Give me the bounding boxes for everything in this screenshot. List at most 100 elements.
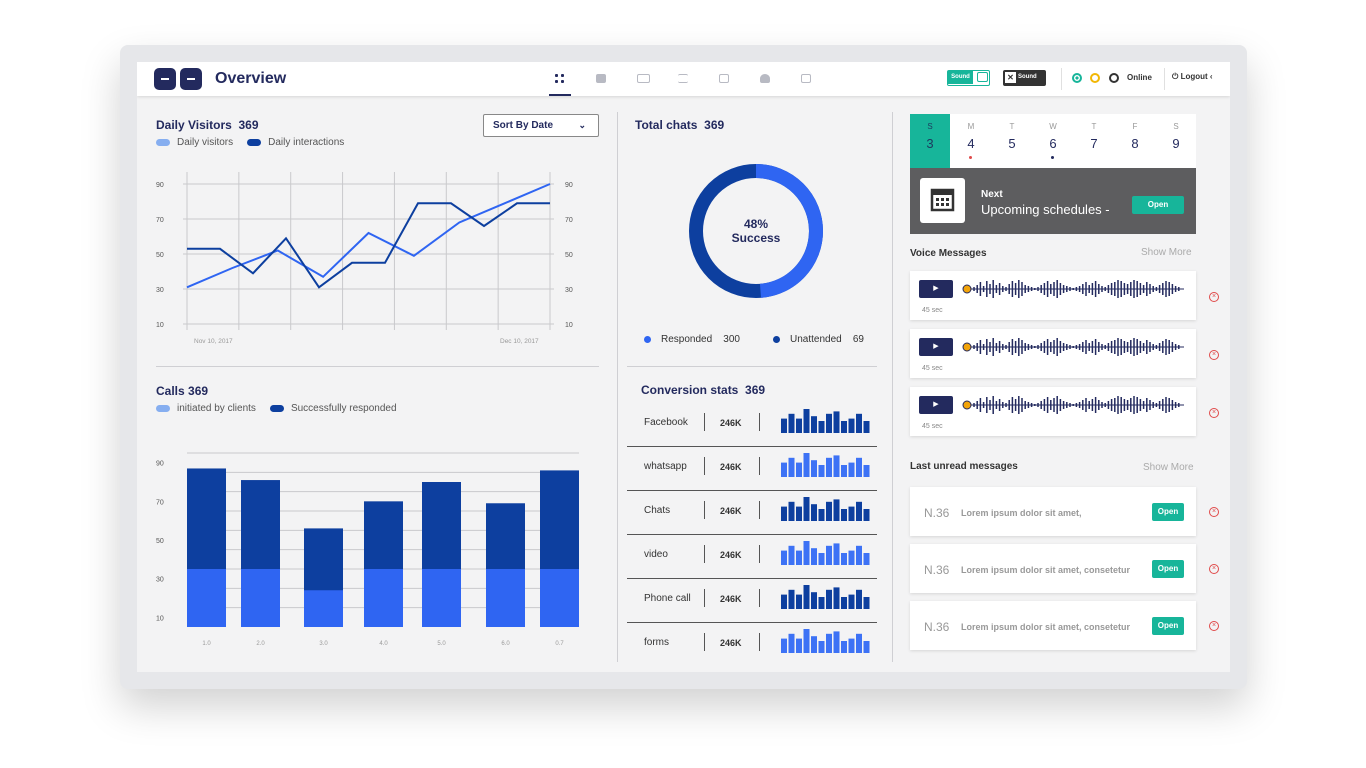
sparkline-bar <box>811 460 817 477</box>
sparkline-bar <box>841 509 847 521</box>
sound-on-toggle[interactable]: Sound <box>947 70 990 86</box>
message-preview: Lorem ipsum dolor sit amet, consetetur <box>961 622 1131 632</box>
voice-duration: 45 sec <box>922 423 943 430</box>
unattended-stat: Unattended 69 <box>773 334 864 345</box>
sparkline-bar <box>818 553 825 565</box>
nav-list-icon[interactable] <box>676 72 690 86</box>
unread-message-card[interactable]: N.36 Lorem ipsum dolor sit amet, consetet… <box>910 544 1196 593</box>
y-tick-label: 50 <box>565 252 573 259</box>
unread-messages-title: Last unread messages <box>910 461 1018 472</box>
play-icon[interactable]: ▶ <box>919 396 953 414</box>
bar-initiated <box>486 569 525 627</box>
x-tick-label: 4.0 <box>379 641 388 647</box>
voice-message-card: ▶ 45 sec <box>910 329 1196 378</box>
message-preview: Lorem ipsum dolor sit amet, consetetur <box>961 565 1131 575</box>
status-away-radio[interactable] <box>1090 73 1100 83</box>
open-schedule-button[interactable]: Open <box>1132 196 1184 214</box>
sparkline-bar <box>818 597 825 609</box>
y-tick-label: 30 <box>565 287 573 294</box>
x-tick-label: 6.0 <box>501 641 510 647</box>
conversion-channel: Chats <box>644 505 671 516</box>
audio-waveform[interactable] <box>962 336 1188 358</box>
x-tick-label: 0.7 <box>555 641 564 647</box>
messages-show-more-link[interactable]: Show More <box>1143 462 1194 473</box>
sparkline-bar <box>811 636 817 653</box>
delete-icon[interactable]: × <box>1209 408 1219 418</box>
unread-message-card[interactable]: N.36 Lorem ipsum dolor sit amet, consetet… <box>910 601 1196 650</box>
y-tick-label: 90 <box>156 461 164 468</box>
sparkline-bar <box>841 641 847 653</box>
conversion-value: 246K <box>720 506 742 516</box>
conversion-row: Phone call 246K <box>627 579 877 623</box>
sparkline-bar <box>811 504 817 521</box>
sparkline-bar <box>863 421 870 433</box>
conversion-row: forms 246K <box>627 623 877 667</box>
message-number: N.36 <box>924 506 950 520</box>
status-online-radio[interactable] <box>1072 73 1082 83</box>
delete-icon[interactable]: × <box>1209 350 1219 360</box>
sparkline-bar <box>788 413 795 433</box>
nav-user-icon[interactable] <box>758 72 772 86</box>
nav-overview-icon[interactable] <box>549 72 571 96</box>
sparkline-bar <box>856 545 862 565</box>
audio-waveform[interactable] <box>962 394 1188 416</box>
open-message-button[interactable]: Open <box>1152 617 1184 635</box>
sparkline-bar <box>833 587 840 609</box>
sparkline-bar <box>826 545 832 565</box>
audio-waveform[interactable] <box>962 278 1188 300</box>
y-tick-label: 70 <box>156 499 164 506</box>
sparkline-bar <box>826 413 832 433</box>
y-tick-label: 10 <box>565 322 573 329</box>
conversion-value: 246K <box>720 418 742 428</box>
conversion-row: whatsapp 246K <box>627 447 877 491</box>
bar-initiated <box>241 569 280 627</box>
sparkline-bar <box>788 633 795 653</box>
y-tick-label: 70 <box>156 217 164 224</box>
sparkline-bar <box>841 465 847 477</box>
logout-button[interactable]: ⏻ Logout ‹ <box>1172 72 1213 81</box>
delete-icon[interactable]: × <box>1209 292 1219 302</box>
y-tick-label: 30 <box>156 577 164 584</box>
sparkline-bar <box>856 457 862 477</box>
sparkline-bar <box>833 631 840 653</box>
delete-icon[interactable]: × <box>1209 621 1219 631</box>
play-icon[interactable]: ▶ <box>919 280 953 298</box>
status-offline-radio[interactable] <box>1109 73 1119 83</box>
open-message-button[interactable]: Open <box>1152 560 1184 578</box>
unread-message-card[interactable]: N.36 Lorem ipsum dolor sit amet, Open <box>910 487 1196 536</box>
sparkline-bar <box>811 548 817 565</box>
sparkline-bar <box>826 457 832 477</box>
sparkline-bar <box>856 589 862 609</box>
nav-contacts-icon[interactable] <box>635 72 650 86</box>
online-status-label: Online <box>1127 73 1152 82</box>
sparkline-bar <box>803 409 810 433</box>
play-icon[interactable]: ▶ <box>919 338 953 356</box>
y-tick-label: 30 <box>156 287 164 294</box>
delete-icon[interactable]: × <box>1209 564 1219 574</box>
message-number: N.36 <box>924 563 950 577</box>
sparkline-bar <box>841 597 847 609</box>
app-logo[interactable] <box>154 68 202 90</box>
sparkline-bar <box>788 457 795 477</box>
nav-calendar-icon[interactable] <box>717 72 731 86</box>
sparkline-bar <box>781 506 787 521</box>
daily-visitors-title: Daily Visitors 369 <box>156 118 259 132</box>
voice-show-more-link[interactable]: Show More <box>1141 247 1192 258</box>
daily-visitors-legend: Daily visitors Daily interactions <box>156 137 344 148</box>
open-message-button[interactable]: Open <box>1152 503 1184 521</box>
sparkline-bar <box>818 509 825 521</box>
delete-icon[interactable]: × <box>1209 507 1219 517</box>
nav-chat-icon[interactable] <box>594 72 608 86</box>
sort-by-date-dropdown[interactable]: Sort By Date ⌄ <box>483 114 599 137</box>
sound-off-toggle[interactable]: ✕ Sound <box>1003 70 1046 86</box>
nav-help-icon[interactable] <box>799 72 813 86</box>
conversion-value: 246K <box>720 462 742 472</box>
calendar-icon <box>920 178 965 223</box>
